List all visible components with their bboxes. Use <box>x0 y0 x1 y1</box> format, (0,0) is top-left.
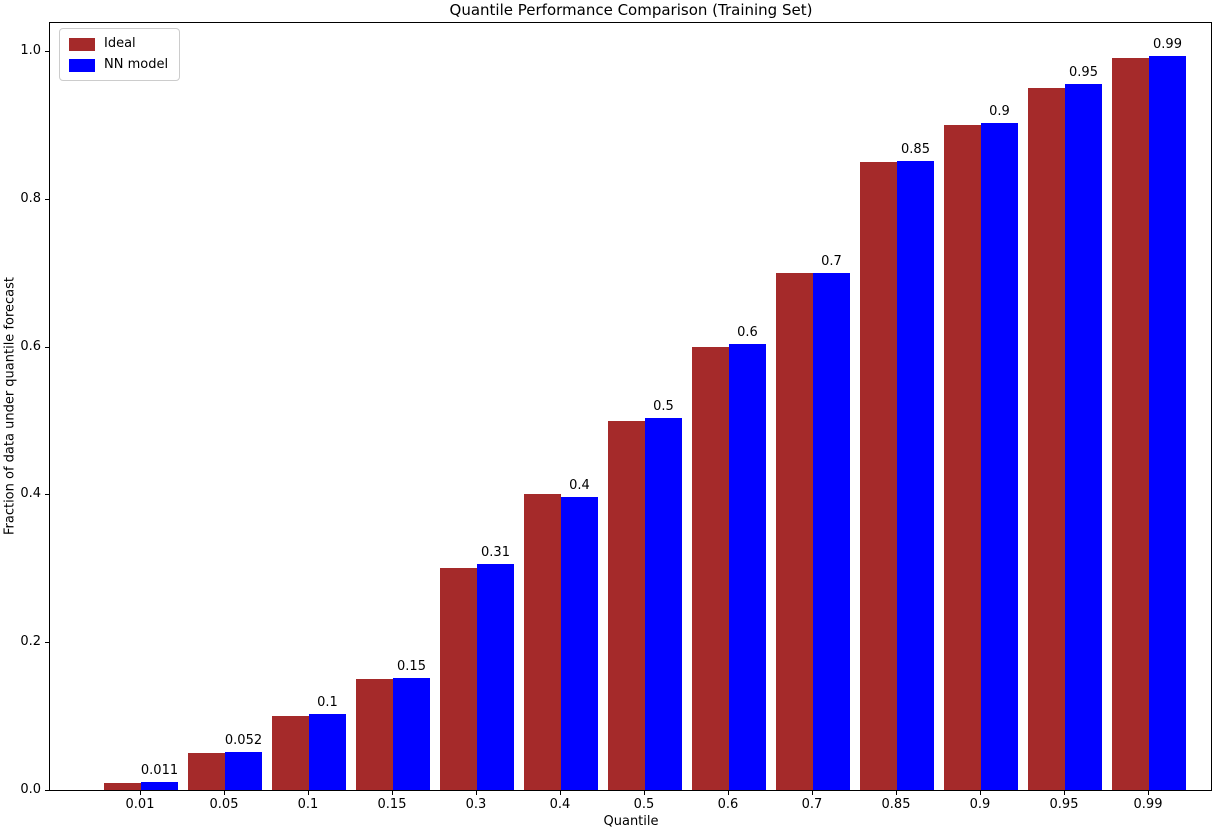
x-axis-label: Quantile <box>603 814 659 829</box>
y-tick-label: 0.6 <box>20 338 41 354</box>
x-tick-mark <box>140 791 141 795</box>
bar-nn-model-0.7 <box>813 272 850 790</box>
bar-ideal-0.9 <box>944 124 981 790</box>
y-tick-mark <box>45 790 49 791</box>
y-tick-label: 0.8 <box>20 190 41 206</box>
x-tick-mark <box>308 791 309 795</box>
y-tick-label: 0.0 <box>20 782 41 797</box>
bar-ideal-0.95 <box>1028 87 1065 790</box>
x-tick-label: 0.85 <box>881 797 911 812</box>
legend: Ideal NN model <box>59 28 181 81</box>
x-tick-label: 0.4 <box>549 797 571 812</box>
x-tick-mark <box>812 791 813 795</box>
y-tick-label: 1.0 <box>20 43 41 58</box>
bar-nn-model-0.5 <box>645 418 682 790</box>
bar-ideal-0.01 <box>104 782 141 790</box>
x-tick-label: 0.1 <box>297 797 319 812</box>
bar-value-label: 0.1 <box>317 694 338 710</box>
y-tick-mark <box>45 642 49 644</box>
x-tick-mark <box>1064 791 1065 795</box>
x-tick-mark <box>476 791 477 795</box>
bar-value-label: 0.31 <box>481 544 510 560</box>
x-tick-mark <box>560 791 561 795</box>
bars-container: 0.011 0.052 0.1 0.15 0.31 0.4 0.5 0.6 0.7 0.85 0.9… <box>50 23 1211 790</box>
x-tick-label: 0.6 <box>717 797 739 812</box>
x-tick-label: 0.99 <box>1133 797 1163 812</box>
x-tick-mark <box>392 791 393 795</box>
bar-value-label: 0.85 <box>901 142 930 158</box>
bar-ideal-0.4 <box>524 494 561 790</box>
legend-swatch-ideal <box>69 37 95 51</box>
bar-nn-model-0.1 <box>309 713 346 790</box>
bar-value-label: 0.99 <box>1153 37 1182 53</box>
bar-nn-model-0.99 <box>1149 56 1186 790</box>
bar-value-label: 0.011 <box>140 762 179 778</box>
bar-ideal-0.85 <box>860 161 897 790</box>
bar-nn-model-0.15 <box>393 677 430 790</box>
x-tick-label: 0.95 <box>1049 797 1079 812</box>
bar-nn-model-0.95 <box>1065 84 1102 790</box>
legend-item-ideal: Ideal <box>69 37 168 51</box>
bar-nn-model-0.6 <box>729 343 766 790</box>
bar-nn-model-0.05 <box>225 751 262 790</box>
legend-item-nn-model: NN model <box>69 58 168 72</box>
bar-nn-model-0.85 <box>897 161 934 790</box>
x-tick-mark <box>980 791 981 795</box>
bar-ideal-0.5 <box>608 420 645 790</box>
bar-ideal-0.15 <box>356 679 393 790</box>
bar-value-label: 0.4 <box>569 477 590 493</box>
bar-ideal-0.1 <box>272 716 309 790</box>
chart-title: Quantile Performance Comparison (Trainin… <box>449 1 813 19</box>
bar-value-label: 0.7 <box>821 253 842 269</box>
x-tick-mark <box>224 791 225 795</box>
bar-ideal-0.99 <box>1112 58 1149 790</box>
x-tick-label: 0.05 <box>209 797 239 812</box>
x-tick-label: 0.3 <box>465 797 487 812</box>
x-tick-mark <box>728 791 729 795</box>
bar-value-label: 0.5 <box>653 399 674 415</box>
legend-label-nn-model: NN model <box>104 57 169 72</box>
x-tick-mark <box>896 791 897 795</box>
y-tick-mark <box>45 51 49 52</box>
x-tick-label: 0.01 <box>125 797 155 812</box>
plot-area: Ideal NN model 0.011 0.052 0.1 0.15 0.31 0.4 0… <box>49 22 1212 791</box>
y-tick-label: 0.4 <box>20 486 41 502</box>
bar-value-label: 0.95 <box>1069 65 1098 81</box>
legend-swatch-nn-model <box>69 58 95 72</box>
x-tick-label: 0.5 <box>633 797 655 812</box>
y-tick-mark <box>45 198 49 200</box>
y-tick-mark <box>45 494 49 496</box>
bar-nn-model-0.9 <box>981 122 1018 790</box>
x-tick-mark <box>644 791 645 795</box>
legend-label-ideal: Ideal <box>104 36 136 51</box>
bar-nn-model-0.4 <box>561 496 598 790</box>
y-tick-mark <box>45 346 49 348</box>
x-tick-label: 0.7 <box>801 797 823 812</box>
y-tick-label: 0.2 <box>20 634 41 650</box>
bar-value-label: 0.15 <box>397 658 426 674</box>
bar-ideal-0.05 <box>188 753 225 790</box>
bar-value-label: 0.052 <box>224 732 263 748</box>
bar-ideal-0.3 <box>440 568 477 790</box>
bar-nn-model-0.01 <box>141 781 178 790</box>
bar-nn-model-0.3 <box>477 563 514 790</box>
bar-value-label: 0.6 <box>737 324 758 340</box>
x-tick-label: 0.15 <box>377 797 407 812</box>
bar-ideal-0.7 <box>776 272 813 790</box>
bar-value-label: 0.9 <box>989 103 1010 119</box>
bar-ideal-0.6 <box>692 346 729 790</box>
x-tick-mark <box>1148 791 1149 795</box>
x-tick-label: 0.9 <box>969 797 991 812</box>
